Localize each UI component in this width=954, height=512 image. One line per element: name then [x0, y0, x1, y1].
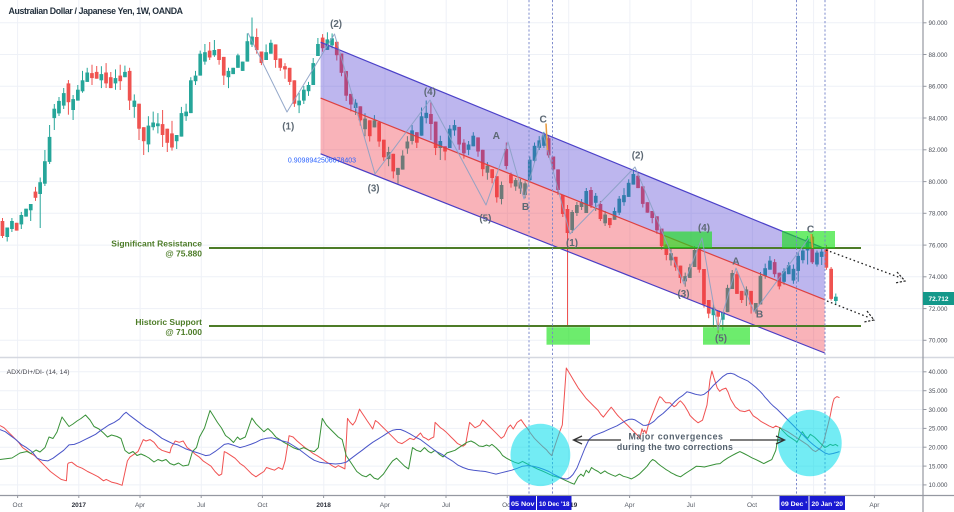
svg-text:Apr: Apr [380, 502, 391, 509]
svg-text:Major convergences: Major convergences [629, 432, 724, 442]
svg-text:Oct: Oct [747, 502, 757, 509]
svg-text:0.9098942506078403: 0.9098942506078403 [288, 158, 356, 165]
svg-text:Australian Dollar / Japanese Y: Australian Dollar / Japanese Yen, 1W, OA… [9, 6, 184, 16]
svg-text:80.000: 80.000 [929, 179, 948, 186]
svg-text:2018: 2018 [316, 502, 331, 509]
svg-text:10.000: 10.000 [929, 482, 948, 489]
svg-text:09 Dec ': 09 Dec ' [781, 501, 807, 508]
svg-text:@ 75.880: @ 75.880 [165, 249, 202, 259]
svg-text:30.000: 30.000 [929, 407, 948, 414]
svg-text:86.000: 86.000 [929, 84, 948, 91]
svg-text:Apr: Apr [625, 502, 636, 509]
svg-text:2017: 2017 [72, 502, 87, 509]
svg-text:70.000: 70.000 [929, 338, 948, 345]
svg-text:(4): (4) [424, 87, 436, 98]
svg-text:A: A [493, 131, 501, 142]
svg-text:74.000: 74.000 [929, 274, 948, 281]
svg-text:78.000: 78.000 [929, 211, 948, 218]
svg-text:(1): (1) [566, 238, 578, 249]
svg-text:Oct: Oct [257, 502, 267, 509]
svg-text:C: C [540, 114, 548, 125]
svg-text:(5): (5) [715, 334, 727, 345]
svg-text:Historic Support: Historic Support [135, 317, 202, 327]
svg-text:76.000: 76.000 [929, 242, 948, 249]
svg-text:20.000: 20.000 [929, 445, 948, 452]
svg-text:20 Jan '20: 20 Jan '20 [812, 501, 844, 508]
svg-text:(1): (1) [282, 121, 294, 132]
svg-text:88.000: 88.000 [929, 52, 948, 59]
svg-text:(3): (3) [368, 183, 380, 194]
svg-text:@ 71.000: @ 71.000 [165, 327, 202, 337]
svg-text:ADX/DI+/DI- (14, 14): ADX/DI+/DI- (14, 14) [7, 369, 70, 376]
svg-text:during the two corrections: during the two corrections [617, 442, 733, 452]
svg-text:(2): (2) [330, 19, 342, 30]
svg-text:10 Dec '18: 10 Dec '18 [539, 501, 570, 508]
svg-text:82.000: 82.000 [929, 147, 948, 154]
svg-text:72.000: 72.000 [929, 306, 948, 313]
svg-text:A: A [732, 256, 740, 267]
svg-text:Oct: Oct [13, 502, 23, 509]
svg-text:(2): (2) [632, 150, 644, 161]
svg-text:B: B [756, 309, 763, 320]
svg-text:05 Nov: 05 Nov [511, 501, 535, 508]
svg-text:Jul: Jul [442, 502, 451, 509]
svg-text:Significant Resistance: Significant Resistance [111, 239, 202, 249]
svg-text:90.000: 90.000 [929, 20, 948, 27]
svg-text:Oct: Oct [502, 502, 512, 509]
svg-text:(4): (4) [698, 223, 710, 234]
svg-text:C: C [807, 224, 815, 235]
svg-text:(3): (3) [678, 289, 690, 300]
svg-text:Jul: Jul [687, 502, 696, 509]
svg-text:35.000: 35.000 [929, 388, 948, 395]
svg-text:72.712: 72.712 [929, 296, 949, 303]
svg-text:Apr: Apr [135, 502, 146, 509]
svg-text:25.000: 25.000 [929, 426, 948, 433]
svg-text:Jul: Jul [197, 502, 206, 509]
svg-text:84.000: 84.000 [929, 115, 948, 122]
svg-text:40.000: 40.000 [929, 369, 948, 376]
svg-text:Apr: Apr [869, 502, 880, 509]
svg-text:15.000: 15.000 [929, 463, 948, 470]
svg-text:B: B [522, 202, 529, 213]
svg-text:(5): (5) [479, 214, 491, 225]
